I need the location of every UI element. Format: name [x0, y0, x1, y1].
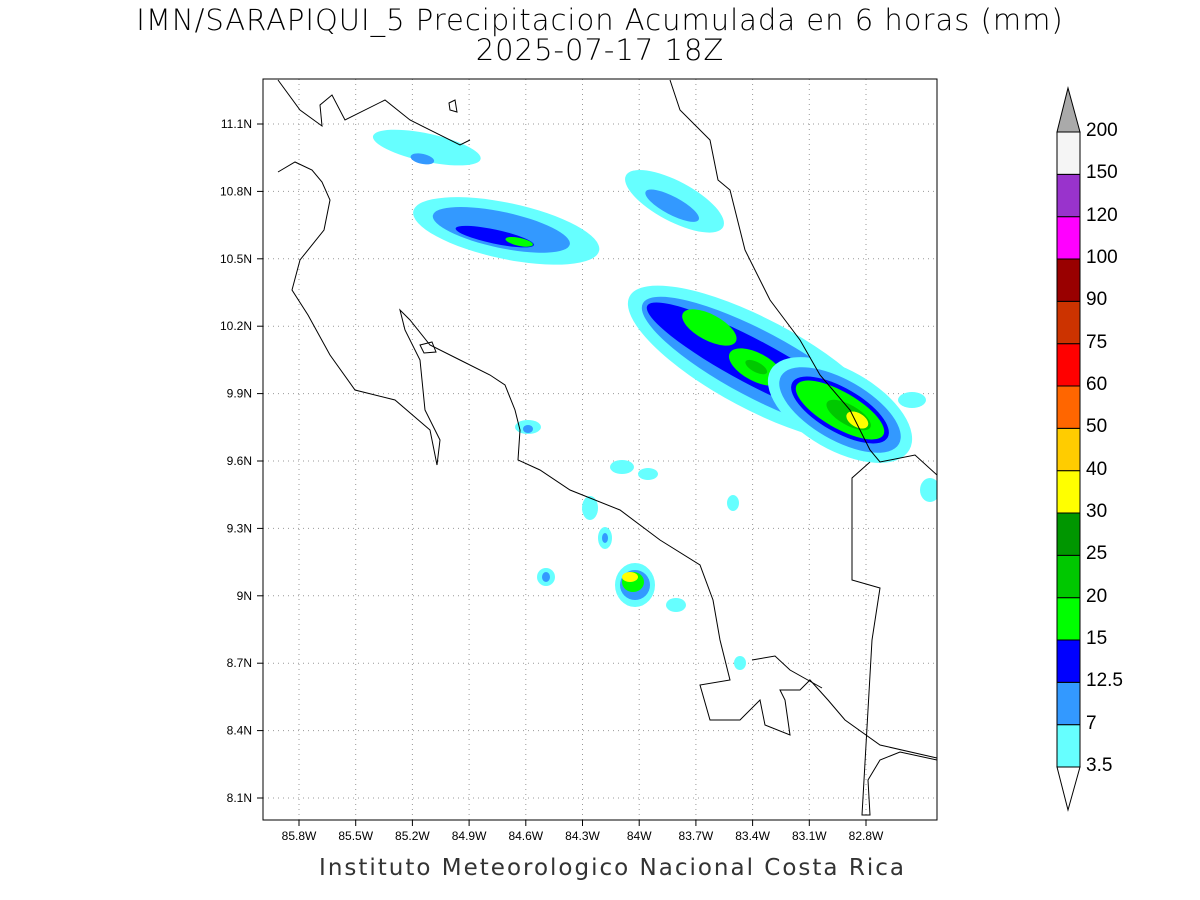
- colorbar-label: 12.5: [1086, 670, 1123, 692]
- colorbar: [1056, 86, 1081, 812]
- lat-tick-label: 10.8N: [220, 184, 252, 198]
- lat-tick-label: 9.6N: [227, 454, 252, 468]
- map-title: IMN/SARAPIQUI_5 Precipitacion Acumulada …: [136, 3, 1064, 37]
- colorbar-label: 40: [1086, 458, 1108, 480]
- precipitation-field: [277, 79, 937, 816]
- colorbar-swatch: [1056, 343, 1081, 387]
- colorbar-label: 60: [1086, 374, 1108, 395]
- lon-tick-label: 83.1W: [792, 829, 827, 843]
- lon-tick-label: 85.5W: [338, 829, 373, 843]
- colorbar-swatch: [1056, 639, 1081, 683]
- colorbar-label: 150: [1086, 162, 1118, 184]
- colorbar-swatch: [1056, 173, 1081, 218]
- lon-tick-label: 84W: [627, 829, 652, 843]
- lon-tick-label: 85.8W: [282, 829, 317, 843]
- colorbar-swatch: [1056, 597, 1081, 641]
- lon-tick-label: 83.7W: [679, 829, 714, 843]
- colorbar-label: 30: [1086, 501, 1108, 522]
- lon-tick-label: 85.2W: [395, 829, 430, 843]
- colorbar-label: 50: [1086, 416, 1108, 438]
- colorbar-label: 15: [1086, 628, 1108, 649]
- precip-band-caribbean: [767, 357, 913, 463]
- lat-tick-label: 8.1N: [227, 791, 252, 805]
- colorbar-label: 7: [1086, 712, 1097, 734]
- lon-tick-label: 83.4W: [735, 829, 770, 843]
- colorbar-swatch: [1056, 216, 1081, 260]
- colorbar-label: 90: [1086, 289, 1108, 311]
- colorbar-swatch: [1056, 427, 1081, 472]
- colorbar-label: 75: [1086, 331, 1108, 353]
- lat-tick-label: 10.5N: [220, 252, 252, 266]
- colorbar-label: 25: [1086, 543, 1108, 565]
- lon-tick-label: 82.8W: [849, 829, 884, 843]
- lon-tick-label: 84.9W: [452, 829, 487, 843]
- map-subtitle: 2025-07-17 18Z: [475, 33, 725, 67]
- colorbar-swatch: [1056, 385, 1081, 429]
- lat-tick-label: 9.3N: [227, 521, 252, 535]
- lat-tick-label: 9N: [237, 589, 252, 603]
- coastlines: [277, 79, 937, 816]
- colorbar-under-arrow: [1056, 766, 1081, 812]
- colorbar-swatch: [1056, 554, 1081, 599]
- colorbar-label: 120: [1086, 204, 1118, 226]
- colorbar-label: 3.5: [1086, 755, 1113, 776]
- lon-tick-label: 84.3W: [565, 829, 600, 843]
- colorbar-label: 20: [1086, 585, 1108, 607]
- lat-tick-label: 10.2N: [220, 319, 252, 333]
- lat-tick-label: 8.7N: [227, 656, 252, 670]
- lat-tick-label: 9.9N: [227, 387, 252, 401]
- colorbar-swatch: [1056, 681, 1081, 726]
- colorbar-swatch: [1056, 131, 1081, 175]
- precip-cells-south: [515, 392, 937, 670]
- colorbar-swatch: [1056, 470, 1081, 514]
- lat-tick-label: 11.1N: [221, 117, 252, 131]
- colorbar-swatch: [1056, 512, 1081, 556]
- colorbar-swatch: [1056, 258, 1081, 302]
- axis-ticks: 85.8W 85.5W 85.2W 84.9W 84.6W 84.3W 84W 83.7W 83…: [220, 117, 884, 843]
- footer-credit: Instituto Meteorologico Nacional Costa R…: [319, 855, 906, 881]
- lat-tick-label: 8.4N: [227, 724, 252, 738]
- colorbar-swatch: [1056, 300, 1081, 345]
- colorbar-swatch: [1056, 724, 1081, 768]
- colorbar-label: 100: [1086, 247, 1118, 268]
- map-frame: [262, 78, 938, 821]
- lon-tick-label: 84.6W: [508, 829, 543, 843]
- colorbar-label: 200: [1086, 120, 1118, 141]
- precip-band-north: [372, 129, 600, 265]
- colorbar-over-arrow: [1056, 86, 1081, 133]
